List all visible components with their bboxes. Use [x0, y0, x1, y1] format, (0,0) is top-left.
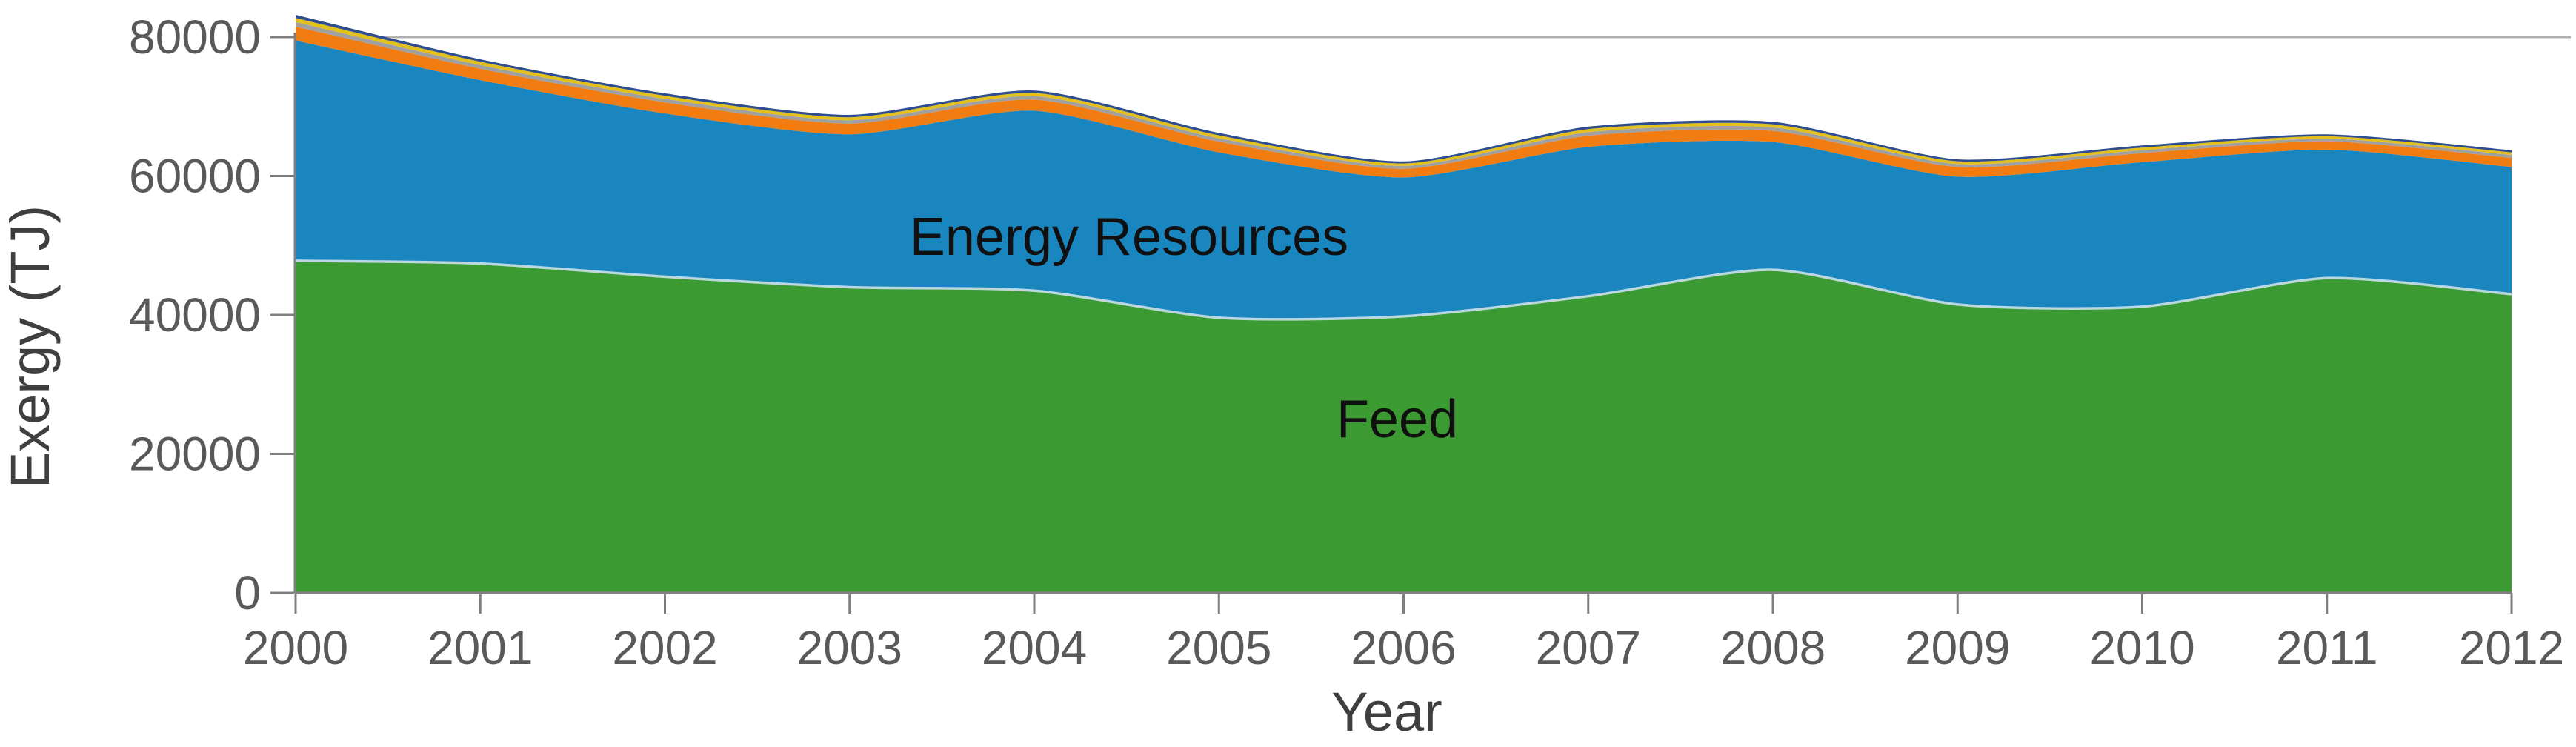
area-layer: [295, 15, 2512, 593]
x-tick-label-2001: 2001: [427, 621, 533, 674]
y-tick-label-40000: 40000: [129, 288, 261, 342]
x-tick-label-2000: 2000: [243, 621, 348, 674]
x-tick-label-2007: 2007: [1536, 621, 1641, 674]
x-tick-label-2005: 2005: [1166, 621, 1271, 674]
x-tick-label-2009: 2009: [1905, 621, 2010, 674]
y-tick-label-20000: 20000: [129, 428, 261, 481]
area-energy-resources: [296, 40, 2512, 319]
x-tick-label-2002: 2002: [612, 621, 717, 674]
area-label-energy-resources: Energy Resources: [910, 208, 1348, 267]
area-feed: [296, 260, 2512, 593]
y-tick-label-0: 0: [234, 566, 261, 620]
x-tick-label-2003: 2003: [797, 621, 902, 674]
y-axis-title: Exergy (TJ): [0, 205, 61, 488]
x-tick-label-2012: 2012: [2459, 621, 2564, 674]
area-label-feed: Feed: [1337, 390, 1458, 449]
y-tick-label-80000: 80000: [129, 10, 261, 64]
x-tick-label-2004: 2004: [982, 621, 1087, 674]
x-tick-label-2008: 2008: [1720, 621, 1826, 674]
x-tick-label-2010: 2010: [2089, 621, 2194, 674]
x-axis-title: Year: [1331, 681, 1442, 743]
x-tick-label-2011: 2011: [2276, 621, 2378, 674]
feed-boundary-line: [295, 259, 2512, 321]
x-tick-label-2006: 2006: [1351, 621, 1456, 674]
axis-layer: 0 20000 40000 60000 80000 2000 2001 2002 2003 200…: [129, 10, 2564, 674]
y-tick-label-60000: 60000: [129, 150, 261, 203]
